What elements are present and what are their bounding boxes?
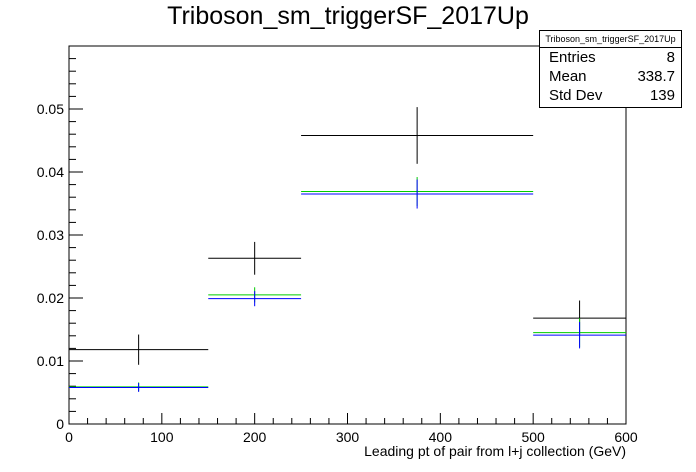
x-tick-label: 0 bbox=[65, 429, 73, 445]
histogram-series bbox=[69, 107, 626, 392]
axes: 0 100 200 300 400 500 600 0 0.01 0.02 0.03 0.04 0.05 bbox=[37, 45, 638, 445]
y-tick-label: 0.01 bbox=[37, 353, 64, 369]
stats-mean-value: 338.7 bbox=[637, 68, 675, 85]
y-tick-label: 0.03 bbox=[37, 227, 64, 243]
stats-name: Triboson_sm_triggerSF_2017Up bbox=[540, 31, 681, 48]
x-tick-label: 400 bbox=[429, 429, 453, 445]
x-tick-label: 200 bbox=[243, 429, 267, 445]
stats-stddev-row: Std Dev 139 bbox=[540, 86, 681, 105]
stats-mean-label: Mean bbox=[549, 68, 587, 85]
x-tick-label: 600 bbox=[614, 429, 638, 445]
stats-entries-value: 8 bbox=[666, 49, 675, 66]
stats-box: Triboson_sm_triggerSF_2017Up Entries 8 M… bbox=[539, 30, 682, 108]
y-tick-label: 0.04 bbox=[37, 164, 64, 180]
x-tick-label: 500 bbox=[521, 429, 545, 445]
stats-stddev-value: 139 bbox=[649, 87, 675, 104]
y-tick-label: 0.05 bbox=[37, 101, 64, 117]
stats-entries-label: Entries bbox=[549, 49, 596, 66]
chart-title: Triboson_sm_triggerSF_2017Up bbox=[167, 2, 529, 30]
stats-stddev-label: Std Dev bbox=[549, 87, 603, 104]
stats-entries-row: Entries 8 bbox=[540, 48, 681, 67]
x-tick-label: 300 bbox=[336, 429, 360, 445]
x-tick-label: 100 bbox=[150, 429, 174, 445]
x-axis-label: Leading pt of pair from l+j collection (… bbox=[364, 443, 626, 459]
y-tick-label: 0.02 bbox=[37, 290, 64, 306]
stats-mean-row: Mean 338.7 bbox=[540, 67, 681, 86]
y-tick-label: 0 bbox=[56, 416, 64, 432]
